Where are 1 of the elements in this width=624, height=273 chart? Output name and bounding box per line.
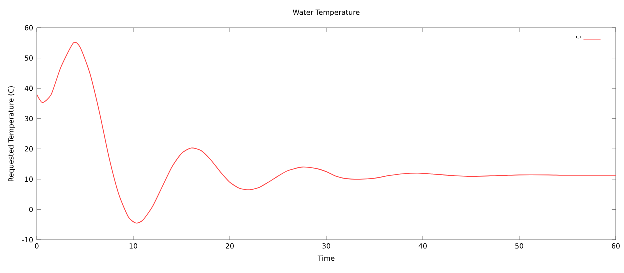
line-series xyxy=(37,42,616,224)
